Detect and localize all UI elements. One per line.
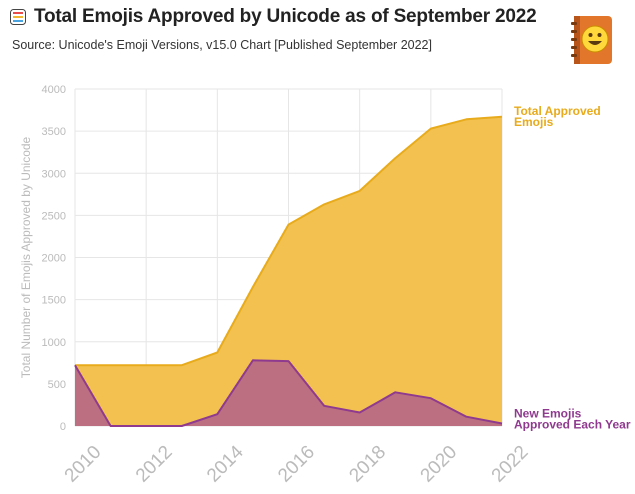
data-point-new xyxy=(216,413,218,415)
series-area-total xyxy=(75,116,502,427)
data-point-total xyxy=(109,364,111,366)
series-line-total xyxy=(75,115,503,367)
data-point-new xyxy=(501,422,503,424)
series-label-new: New Emojis Approved Each Year xyxy=(514,406,631,431)
y-tick-label: 2500 xyxy=(42,210,66,222)
data-point-new xyxy=(323,405,325,407)
y-tick-label: 1000 xyxy=(42,337,66,349)
y-tick-label: 0 xyxy=(60,421,66,433)
y-tick-label: 4000 xyxy=(42,84,66,96)
data-point-new xyxy=(181,425,183,427)
emojipedia-logo-icon xyxy=(571,16,612,64)
data-point-total xyxy=(323,203,325,205)
series-label-line: Total Approved xyxy=(514,104,601,118)
x-tick-label: 2018 xyxy=(345,442,390,487)
chart-subtitle: Source: Unicode's Emoji Versions, v15.0 … xyxy=(12,38,432,52)
y-tick-label: 500 xyxy=(48,379,66,391)
series-area-new xyxy=(75,360,502,426)
data-point-total xyxy=(216,351,218,353)
data-point-total xyxy=(287,223,289,225)
data-point-total xyxy=(181,364,183,366)
emoji-grid-icon xyxy=(10,9,26,25)
data-point-total xyxy=(430,127,432,129)
data-point-new xyxy=(430,397,432,399)
data-point-new xyxy=(109,425,111,427)
series-label-line: Approved Each Year xyxy=(514,417,631,431)
x-tick-label: 2014 xyxy=(203,441,248,486)
chart-header: Total Emojis Approved by Unicode as of S… xyxy=(10,6,575,52)
x-tick-label: 2022 xyxy=(488,442,533,487)
y-tick-label: 1500 xyxy=(42,295,66,307)
data-point-new xyxy=(465,416,467,418)
chart-title: Total Emojis Approved by Unicode as of S… xyxy=(34,6,537,27)
data-point-total xyxy=(394,157,396,159)
data-point-total xyxy=(252,286,254,288)
x-tick-label: 2020 xyxy=(417,442,462,487)
title-row: Total Emojis Approved by Unicode as of S… xyxy=(10,6,575,28)
data-point-total xyxy=(501,116,503,118)
y-axis-title: Total Number of Emojis Approved by Unico… xyxy=(19,136,33,378)
data-point-new xyxy=(252,359,254,361)
y-tick-label: 2000 xyxy=(42,253,66,265)
y-tick-label: 3000 xyxy=(42,168,66,180)
series-line-new xyxy=(74,359,503,427)
data-point-new xyxy=(394,391,396,393)
x-tick-label: 2016 xyxy=(274,442,319,487)
data-point-new xyxy=(358,411,360,413)
y-tick-label: 3500 xyxy=(42,126,66,138)
x-tick-label: 2010 xyxy=(61,442,106,487)
data-point-new xyxy=(145,425,147,427)
series-label-line: New Emojis xyxy=(514,406,582,420)
data-point-total xyxy=(145,364,147,366)
series-label-line: Emojis xyxy=(514,115,554,129)
data-point-total xyxy=(465,118,467,120)
series-label-total: Total Approved Emojis xyxy=(514,104,601,129)
data-point-total xyxy=(358,190,360,192)
data-point-new xyxy=(74,364,76,366)
x-tick-label: 2012 xyxy=(132,442,177,487)
data-point-new xyxy=(287,360,289,362)
